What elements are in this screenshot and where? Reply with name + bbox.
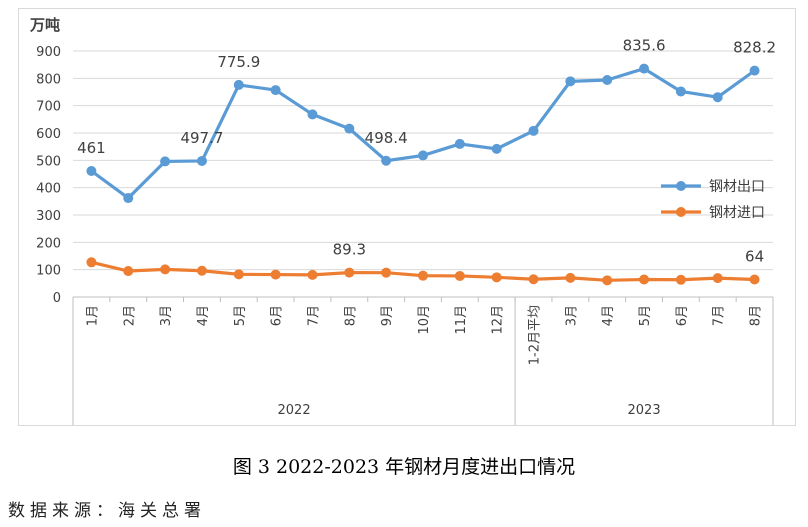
y-tick-label: 0 bbox=[53, 291, 61, 306]
data-point-export bbox=[123, 193, 134, 204]
legend-label: 钢材出口 bbox=[709, 179, 765, 195]
data-point-import bbox=[454, 270, 465, 281]
data-point-import bbox=[86, 257, 97, 268]
data-point-import bbox=[639, 274, 650, 285]
x-group-label: 2023 bbox=[628, 403, 661, 418]
x-group-label: 2022 bbox=[278, 403, 311, 418]
data-point-import bbox=[528, 274, 539, 285]
data-point-export bbox=[565, 76, 576, 87]
y-tick-label: 100 bbox=[36, 264, 61, 279]
data-point-import bbox=[307, 269, 318, 280]
x-tick-label: 7月 bbox=[712, 305, 727, 326]
data-point-import bbox=[712, 273, 723, 284]
y-tick-label: 700 bbox=[36, 100, 61, 115]
y-tick-label: 200 bbox=[36, 236, 61, 251]
y-tick-label: 500 bbox=[36, 154, 61, 169]
x-tick-label: 12月 bbox=[491, 305, 506, 335]
y-axis-unit-label: 万吨 bbox=[29, 16, 60, 34]
data-label: 835.6 bbox=[623, 37, 666, 55]
data-point-export bbox=[712, 92, 723, 103]
figure-caption: 图 3 2022-2023 年钢材月度进出口情况 bbox=[232, 456, 576, 478]
data-point-import bbox=[123, 266, 134, 277]
data-point-export bbox=[344, 123, 355, 134]
x-tick-label: 6月 bbox=[270, 305, 285, 326]
data-label: 89.3 bbox=[333, 241, 366, 259]
x-tick-label: 4月 bbox=[196, 305, 211, 326]
x-tick-label: 5月 bbox=[233, 305, 248, 326]
data-point-export bbox=[528, 125, 539, 136]
x-tick-label: 11月 bbox=[454, 305, 469, 335]
chart-frame: 0 100 200 300 400 500 600 700 800 900 万吨 1月 2月 3月 4月 5月… bbox=[18, 8, 796, 426]
data-point-export bbox=[454, 138, 465, 149]
data-point-export bbox=[307, 109, 318, 120]
data-point-import bbox=[381, 267, 392, 278]
y-tick-label: 300 bbox=[36, 209, 61, 224]
x-tick-label: 1-2月平均 bbox=[528, 305, 543, 365]
y-tick-label: 900 bbox=[36, 45, 61, 60]
x-tick-label: 7月 bbox=[306, 305, 321, 326]
data-point-import bbox=[418, 270, 428, 281]
x-tick-label: 9月 bbox=[380, 305, 395, 326]
series-layer bbox=[86, 63, 760, 286]
data-label: 775.9 bbox=[217, 53, 260, 71]
data-point-import bbox=[491, 272, 502, 283]
y-tick-label: 600 bbox=[36, 127, 61, 142]
data-point-import bbox=[344, 267, 355, 278]
legend-label: 钢材进口 bbox=[709, 205, 765, 221]
data-point-import bbox=[565, 272, 576, 283]
data-point-export bbox=[233, 79, 244, 90]
data-labels: 461 497.7 775.9 498.4 835.6 828.2 89.3 64 bbox=[77, 37, 776, 266]
data-point-export bbox=[381, 155, 392, 166]
data-point-import bbox=[675, 274, 686, 285]
data-label: 497.7 bbox=[180, 129, 223, 147]
data-source-note: 数据来源：海关总署 bbox=[8, 501, 206, 521]
x-tick-label: 6月 bbox=[675, 305, 690, 326]
data-label: 64 bbox=[745, 248, 764, 266]
chart-border bbox=[18, 8, 796, 426]
x-tick-label: 4月 bbox=[601, 305, 616, 326]
chart: 0 100 200 300 400 500 600 700 800 900 万吨 1月 2月 3月 4月 5月… bbox=[18, 8, 796, 426]
data-point-export bbox=[160, 156, 171, 167]
x-tick-label: 2月 bbox=[122, 305, 137, 326]
x-tick-label: 5月 bbox=[638, 305, 653, 326]
x-tick-label: 3月 bbox=[564, 305, 579, 326]
data-point-export bbox=[86, 165, 97, 176]
legend-marker bbox=[676, 181, 686, 191]
y-tick-label: 400 bbox=[36, 182, 61, 197]
data-point-export bbox=[491, 143, 502, 154]
data-point-export bbox=[602, 74, 613, 85]
data-label: 461 bbox=[77, 139, 106, 157]
x-tick-label: 10月 bbox=[417, 305, 432, 335]
data-point-import bbox=[196, 265, 207, 276]
data-point-export bbox=[639, 63, 650, 74]
x-tick-label: 1月 bbox=[85, 305, 100, 326]
x-tick-label: 8月 bbox=[749, 305, 764, 326]
data-point-import bbox=[749, 274, 760, 285]
axes: 0 100 200 300 400 500 600 700 800 900 万吨 1月 2月 3月 4月 5月… bbox=[29, 16, 774, 425]
data-point-import bbox=[160, 264, 171, 275]
data-label: 828.2 bbox=[733, 39, 776, 57]
data-label: 498.4 bbox=[365, 129, 408, 147]
x-tick-label: 3月 bbox=[159, 305, 174, 326]
data-point-export bbox=[418, 150, 428, 161]
y-tick-label: 800 bbox=[36, 72, 61, 87]
data-point-import bbox=[233, 269, 244, 280]
data-point-import bbox=[270, 269, 281, 280]
data-point-export bbox=[270, 85, 281, 96]
legend-marker bbox=[676, 207, 686, 217]
data-point-export bbox=[196, 155, 207, 166]
data-point-import bbox=[602, 275, 613, 286]
data-point-export bbox=[749, 65, 760, 76]
x-tick-label: 8月 bbox=[343, 305, 358, 326]
data-point-export bbox=[675, 86, 686, 97]
